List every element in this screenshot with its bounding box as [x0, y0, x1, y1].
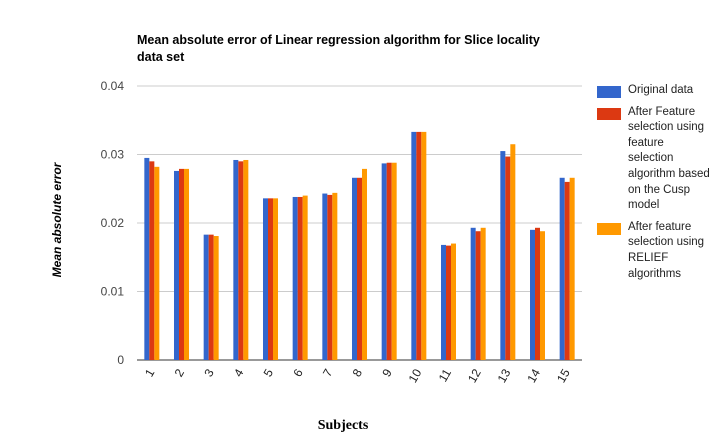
bar-original-4 — [233, 159, 239, 360]
bar-cusp-4 — [238, 161, 244, 360]
bar-cusp-10 — [416, 131, 422, 360]
bar-original-11 — [441, 244, 446, 360]
x-tick-label: 4 — [231, 366, 247, 379]
bar-original-7 — [322, 193, 328, 360]
y-axis-label: Mean absolute error — [50, 162, 64, 278]
bar-original-15 — [559, 177, 565, 360]
bar-cusp-15 — [564, 181, 570, 360]
x-tick-label: 5 — [261, 366, 277, 379]
bar-cusp-8 — [357, 177, 362, 360]
legend-label-cusp: After Feature selection using feature se… — [628, 105, 710, 212]
bar-original-10 — [411, 131, 417, 360]
bar-relief-11 — [451, 243, 456, 360]
chart-title-line-2: data set — [137, 50, 185, 64]
legend-label-original: Original data — [628, 84, 694, 96]
bar-relief-3 — [213, 236, 219, 360]
x-tick-label: 14 — [524, 366, 543, 385]
bar-cusp-5 — [268, 198, 273, 360]
legend-swatch-cusp — [597, 107, 621, 120]
bar-relief-13 — [510, 144, 516, 360]
x-axis-label: Subjects — [317, 418, 369, 433]
bar-relief-4 — [243, 159, 249, 360]
bar-original-13 — [500, 151, 506, 360]
bar-relief-10 — [421, 131, 427, 360]
bar-original-14 — [530, 229, 535, 360]
y-tick-label: 0 — [117, 353, 124, 367]
bar-cusp-3 — [208, 234, 214, 360]
legend-swatch-original — [597, 86, 621, 98]
bar-original-3 — [203, 234, 209, 360]
legend-item-relief[interactable]: After feature selection using RELIEF alg… — [597, 220, 722, 282]
bar-cusp-6 — [297, 196, 303, 360]
y-tick-label: 0.01 — [101, 285, 125, 299]
bar-original-8 — [352, 177, 357, 360]
bar-cusp-1 — [149, 161, 155, 360]
bar-relief-5 — [273, 198, 278, 360]
bar-cusp-9 — [386, 162, 392, 360]
x-tick-label: 2 — [172, 366, 188, 379]
bar-relief-15 — [569, 177, 575, 360]
y-tick-label: 0.04 — [101, 79, 125, 93]
x-tick-label: 8 — [350, 366, 366, 379]
x-tick-label: 7 — [320, 366, 336, 379]
bar-original-5 — [263, 198, 268, 360]
bar-cusp-14 — [535, 227, 540, 360]
bar-relief-9 — [391, 162, 397, 360]
x-tick-label: 10 — [406, 366, 425, 385]
bar-cusp-12 — [475, 231, 481, 360]
bar-relief-8 — [362, 168, 367, 360]
x-tick-label: 1 — [142, 366, 158, 379]
bar-relief-1 — [154, 166, 160, 360]
bar-original-9 — [381, 163, 387, 360]
x-tick-label: 9 — [379, 366, 395, 379]
bar-relief-7 — [332, 192, 338, 360]
x-tick-label: 3 — [201, 366, 217, 379]
legend-item-cusp[interactable]: After Feature selection using feature se… — [597, 105, 722, 214]
bar-cusp-11 — [446, 245, 451, 360]
legend: Original data After Feature selection us… — [597, 83, 722, 288]
bar-original-12 — [470, 227, 476, 360]
bar-cusp-7 — [327, 194, 333, 360]
x-tick-label: 15 — [554, 366, 573, 385]
bar-relief-6 — [302, 195, 308, 360]
x-tick-label: 13 — [495, 366, 514, 385]
legend-swatch-relief — [597, 222, 621, 235]
bar-cusp-2 — [179, 168, 184, 360]
bar-original-6 — [292, 196, 298, 360]
legend-item-original[interactable]: Original data — [597, 83, 722, 99]
bar-cusp-13 — [505, 156, 511, 360]
chart-title-line-1: Mean absolute error of Linear regression… — [137, 33, 540, 47]
bar-relief-2 — [184, 168, 189, 360]
bar-relief-12 — [480, 227, 486, 360]
bar-original-2 — [174, 170, 179, 360]
bar-original-1 — [144, 157, 150, 360]
bar-relief-14 — [540, 231, 545, 360]
legend-label-relief: After feature selection using RELIEF alg… — [628, 220, 705, 280]
x-tick-label: 6 — [290, 366, 306, 379]
x-tick-label: 12 — [465, 366, 484, 385]
y-tick-label: 0.02 — [101, 216, 125, 230]
y-tick-label: 0.03 — [101, 148, 125, 162]
x-tick-label: 11 — [436, 366, 455, 384]
